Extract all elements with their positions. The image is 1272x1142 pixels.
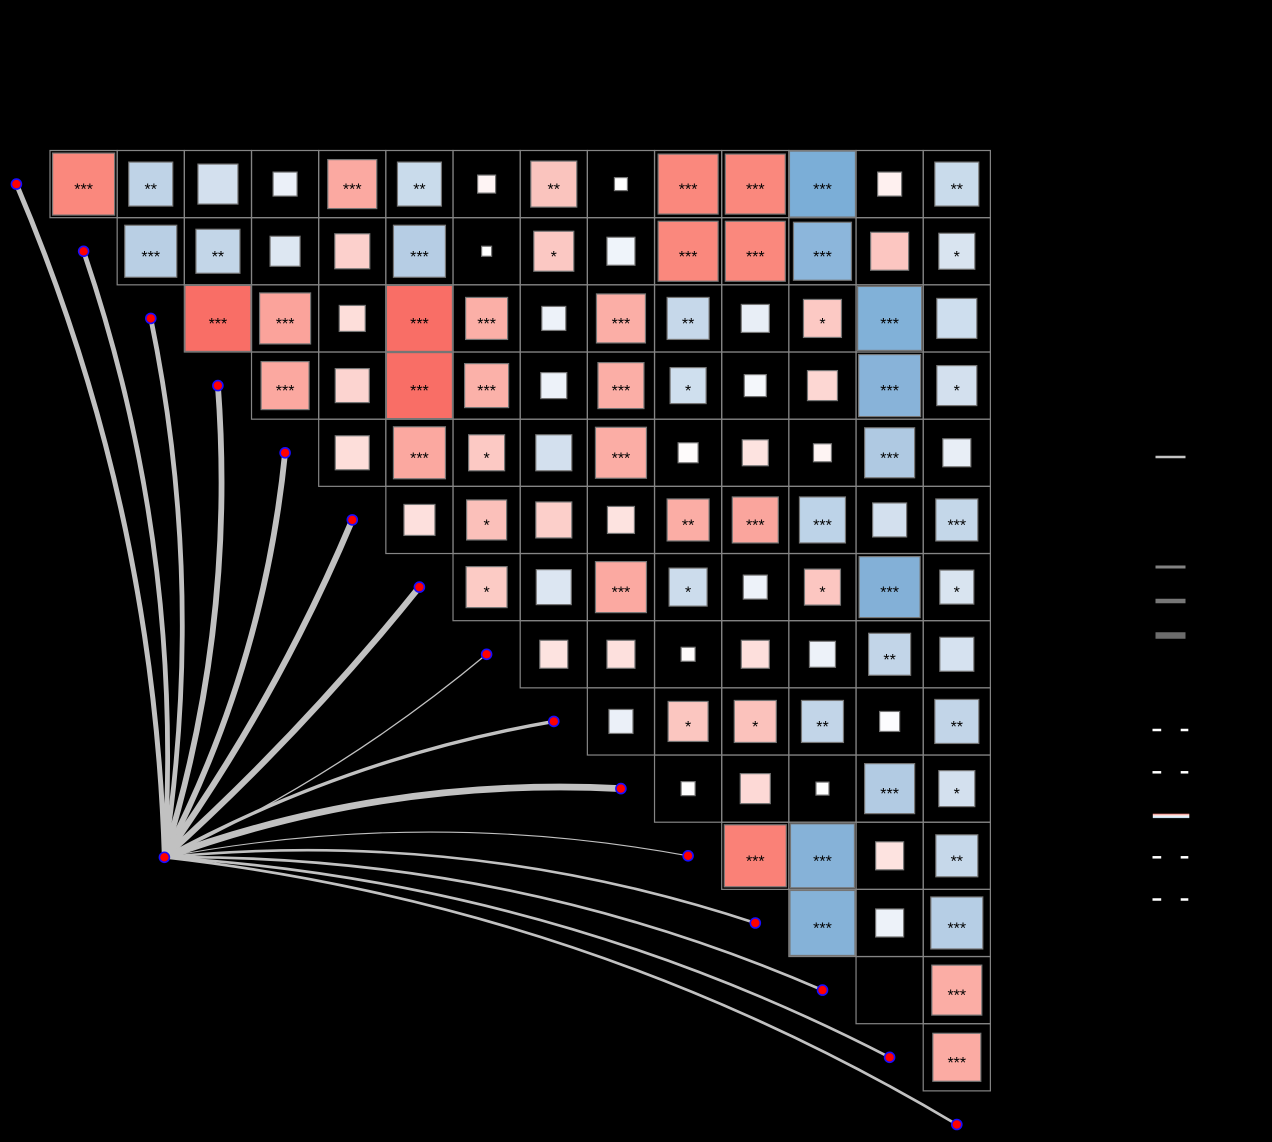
svg-text:***: *** [612, 450, 631, 467]
svg-text:***: *** [746, 249, 765, 266]
svg-text:***: *** [74, 182, 93, 199]
svg-text:***: *** [880, 383, 899, 400]
svg-text:***: *** [410, 316, 429, 333]
svg-text:***: *** [612, 316, 631, 333]
svg-text:***: *** [343, 182, 362, 199]
svg-text:**: ** [951, 853, 963, 870]
svg-text:*: * [752, 719, 758, 736]
svg-text:*: * [551, 249, 557, 266]
svg-text:***: *** [612, 383, 631, 400]
svg-text:***: *** [612, 585, 631, 602]
svg-text:**: ** [682, 316, 694, 333]
svg-text:***: *** [947, 517, 966, 534]
svg-text:**: ** [548, 182, 560, 199]
svg-text:***: *** [410, 383, 429, 400]
svg-text:*: * [685, 719, 691, 736]
svg-text:***: *** [947, 988, 966, 1005]
svg-text:*: * [954, 786, 960, 803]
svg-text:**: ** [413, 182, 425, 199]
svg-text:***: *** [813, 920, 832, 937]
svg-text:*: * [483, 517, 489, 534]
svg-text:*: * [954, 249, 960, 266]
svg-text:***: *** [813, 853, 832, 870]
svg-text:***: *** [813, 182, 832, 199]
svg-text:*: * [685, 383, 691, 400]
svg-text:**: ** [816, 719, 828, 736]
svg-text:**: ** [682, 517, 694, 534]
svg-text:*: * [483, 585, 489, 602]
svg-text:*: * [954, 585, 960, 602]
svg-text:**: ** [212, 249, 224, 266]
svg-text:*: * [819, 585, 825, 602]
svg-text:***: *** [880, 316, 899, 333]
svg-text:***: *** [410, 249, 429, 266]
svg-text:***: *** [746, 517, 765, 534]
svg-text:*: * [685, 585, 691, 602]
svg-text:***: *** [477, 383, 496, 400]
svg-text:***: *** [880, 786, 899, 803]
svg-text:**: ** [951, 182, 963, 199]
svg-text:***: *** [880, 450, 899, 467]
svg-text:***: *** [947, 920, 966, 937]
svg-text:***: *** [141, 249, 160, 266]
svg-text:***: *** [679, 249, 698, 266]
svg-text:***: *** [746, 182, 765, 199]
svg-text:***: *** [880, 585, 899, 602]
svg-text:***: *** [813, 249, 832, 266]
svg-text:*: * [954, 383, 960, 400]
svg-text:***: *** [746, 853, 765, 870]
svg-text:***: *** [276, 316, 295, 333]
svg-text:***: *** [947, 1055, 966, 1072]
svg-text:*: * [819, 316, 825, 333]
svg-text:**: ** [145, 182, 157, 199]
svg-text:**: ** [883, 652, 895, 669]
svg-text:***: *** [679, 182, 698, 199]
svg-text:***: *** [410, 450, 429, 467]
svg-text:***: *** [477, 316, 496, 333]
svg-text:***: *** [209, 316, 228, 333]
svg-text:***: *** [813, 517, 832, 534]
svg-text:*: * [483, 450, 489, 467]
svg-text:**: ** [951, 719, 963, 736]
svg-text:***: *** [276, 383, 295, 400]
